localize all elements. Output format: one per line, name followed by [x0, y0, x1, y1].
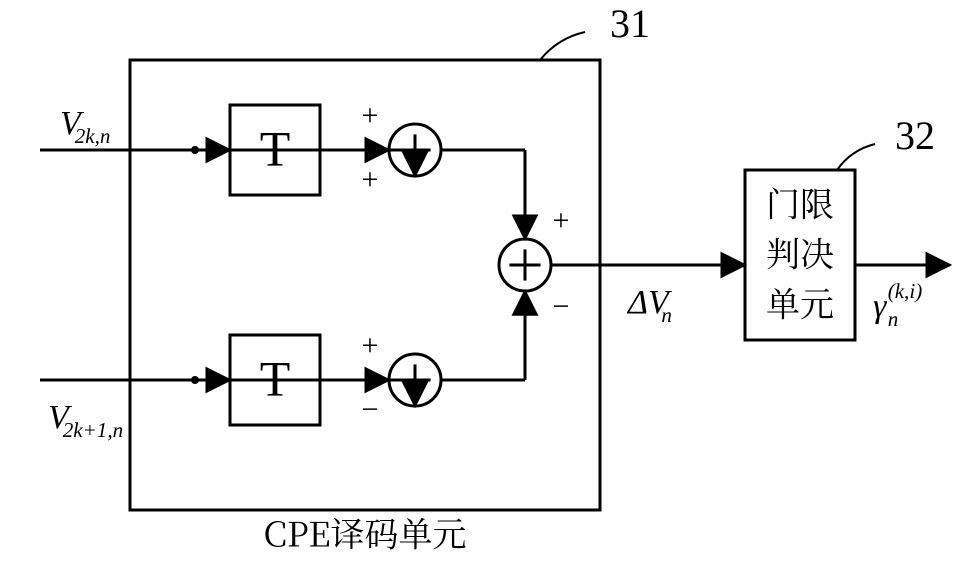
threshold-line-1: 判决 [766, 228, 834, 277]
svg-text:+: + [362, 99, 379, 132]
svg-text:−: − [553, 290, 570, 323]
svg-text:+: + [553, 204, 570, 237]
svg-text:+: + [362, 329, 379, 362]
svg-text:n: n [888, 307, 899, 331]
svg-text:(k,i): (k,i) [888, 279, 923, 303]
svg-text:n: n [661, 303, 672, 327]
block-diagram: CPE译码单元 31 T T V2k,n V2k+1,n + + + − + − ΔVn 门限判决单元 32… [0, 0, 963, 578]
cpe-ref-label: 31 [610, 1, 650, 46]
threshold-ref-label: 32 [895, 113, 935, 158]
cpe-box-label: CPE译码单元 [263, 508, 466, 557]
svg-text:γ: γ [873, 288, 888, 325]
input-top-label: V2k,n [60, 105, 110, 148]
delta-v-label: ΔVn [626, 284, 673, 327]
threshold-line-0: 门限 [766, 178, 834, 227]
input-bottom-label: V2k+1,n [48, 399, 123, 442]
svg-text:2k+1,n: 2k+1,n [63, 418, 123, 442]
svg-text:2k,n: 2k,n [75, 124, 111, 148]
top-t-block-label: T [260, 120, 291, 176]
svg-text:−: − [362, 393, 379, 426]
gamma-label: γn (k,i) [873, 279, 922, 331]
svg-text:+: + [362, 163, 379, 196]
threshold-line-2: 单元 [766, 278, 834, 327]
bottom-t-block-label: T [260, 350, 291, 406]
